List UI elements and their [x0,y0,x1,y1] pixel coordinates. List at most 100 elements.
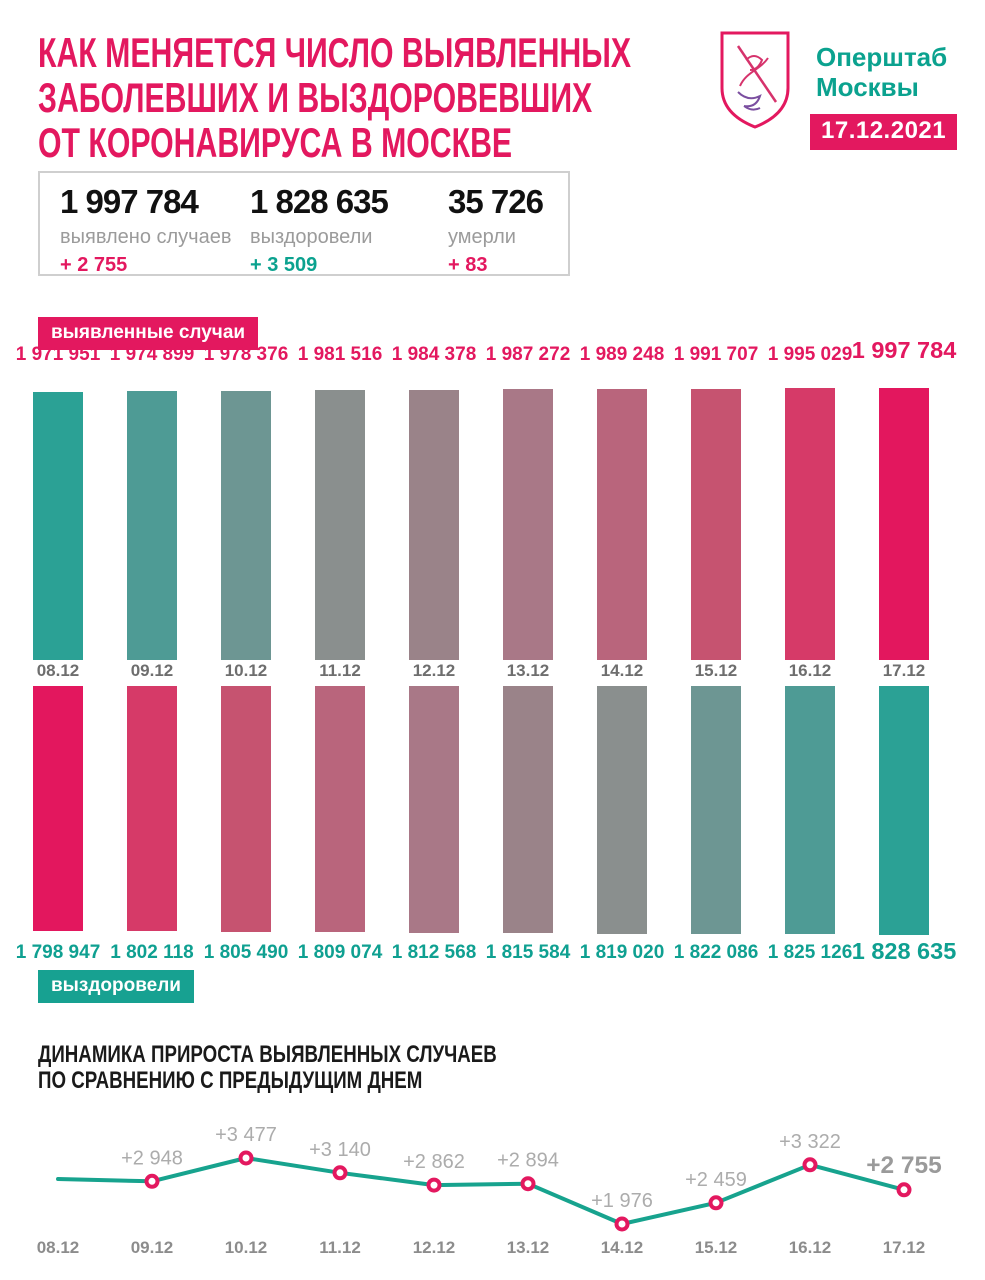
stat-recovered-value: 1 828 635 [250,183,389,220]
recovered-bar [597,686,647,934]
page-title: КАК МЕНЯЕТСЯ ЧИСЛО ВЫЯВЛЕННЫХ ЗАБОЛЕВШИХ… [38,30,631,165]
stat-deaths-delta: + 83 [448,254,488,276]
stat-recovered-label: выздоровели [250,226,373,248]
cases-legend-badge: выявленные случаи [38,317,259,350]
page-title-line2: ЗАБОЛЕВШИХ И ВЫЗДОРОВЕВШИХ [38,74,593,121]
cases-bar-value: 1 981 516 [297,344,383,365]
data-point-marker [802,1157,818,1173]
recovered-bar [315,686,365,932]
line-axis-date-label: 15.12 [694,1238,738,1257]
data-point-marker [896,1182,912,1198]
line-chart-title-line2: ПО СРАВНЕНИЮ С ПРЕДЫДУЩИМ ДНЕМ [38,1067,423,1094]
line-axis-date-label: 13.12 [506,1238,550,1257]
cases-bar [503,389,553,660]
cases-bar-value: 1 974 899 [109,344,195,365]
cases-bar-value: 1 984 378 [391,344,477,365]
date-label: 10.12 [224,661,268,680]
cases-bar-value: 1 995 029 [767,344,853,365]
data-point-marker [708,1195,724,1211]
data-point-label: +2 948 [121,1147,183,1169]
stat-recovered-delta: + 3 509 [250,254,318,276]
cases-bar [409,390,459,660]
date-label: 08.12 [36,661,80,680]
line-axis-date-label: 10.12 [224,1238,268,1257]
recovered-bar [127,686,177,931]
data-point-label: +3 477 [215,1124,277,1146]
recovered-bar [221,686,271,932]
data-point-marker [614,1216,630,1232]
daily-increase-line [56,1156,906,1226]
date-label: 17.12 [882,661,926,680]
page-title-line1: КАК МЕНЯЕТСЯ ЧИСЛО ВЫЯВЛЕННЫХ [38,29,632,76]
recovered-bar-value: 1 822 086 [673,942,759,963]
date-label: 09.12 [130,661,174,680]
cases-bar [33,392,83,660]
cases-bar-value: 1 991 707 [673,344,759,365]
recovered-bar-value: 1 825 126 [767,942,853,963]
date-label: 14.12 [600,661,644,680]
data-point-label: +1 976 [591,1190,653,1212]
org-name-line1: Оперштаб [816,42,948,72]
date-label: 16.12 [788,661,832,680]
cases-bar-value: 1 978 376 [203,344,289,365]
recovered-bar [503,686,553,933]
line-axis-date-label: 14.12 [600,1238,644,1257]
data-point-marker [426,1177,442,1193]
line-axis-date-label: 11.12 [319,1238,361,1257]
recovered-bar [33,686,83,931]
line-chart-title: ДИНАМИКА ПРИРОСТА ВЫЯВЛЕННЫХ СЛУЧАЕВ ПО … [38,1042,497,1094]
line-axis-date-label: 16.12 [788,1238,832,1257]
recovered-bar-value: 1 812 568 [391,942,477,963]
recovered-bar [879,686,929,935]
cases-bar [691,389,741,660]
cases-bar [315,390,365,660]
recovered-bar [785,686,835,934]
data-point-label: +3 140 [309,1139,371,1161]
org-name: Оперштаб Москвы [816,42,947,102]
cases-bar [221,391,271,660]
recovered-bar-value: 1 828 635 [851,938,957,964]
recovered-bar-value: 1 809 074 [297,942,383,963]
cases-bar-value: 1 987 272 [485,344,571,365]
data-point-label: +2 894 [497,1150,559,1172]
cases-bar [785,388,835,660]
recovered-bar-value: 1 802 118 [110,942,194,963]
stat-recovered: 1 828 635 выздоровели + 3 509 [250,183,389,277]
spear-line [736,45,778,103]
recovered-bar [409,686,459,933]
rider-lines [739,55,769,87]
recovered-legend-badge: выздоровели [38,970,194,1003]
data-point-label: +2 459 [685,1169,747,1191]
stat-cases-delta: + 2 755 [60,254,128,276]
stat-cases: 1 997 784 выявлено случаев + 2 755 [60,183,231,277]
recovered-bar-value: 1 805 490 [203,942,289,963]
data-point-label: +2 755 [866,1152,942,1179]
stat-deaths-value: 35 726 [448,183,544,220]
summary-stats-box: 1 997 784 выявлено случаев + 2 755 1 828… [38,171,570,276]
line-axis-date-label: 12.12 [412,1238,456,1257]
stat-deaths-label: умерли [448,226,516,248]
line-axis-date-label: 09.12 [130,1238,174,1257]
date-label: 12.12 [412,661,456,680]
cases-bar [597,389,647,660]
recovered-bar [691,686,741,934]
line-axis-date-label: 17.12 [882,1238,926,1257]
date-label: 13.12 [506,661,550,680]
stat-cases-label: выявлено случаев [60,226,232,248]
line-axis-date-label: 08.12 [36,1238,80,1257]
org-name-line2: Москвы [816,72,919,102]
page-title-line3: ОТ КОРОНАВИРУСА В МОСКВЕ [38,119,513,166]
data-point-label: +3 322 [779,1131,841,1153]
cases-bar [879,388,929,660]
recovered-bar-value: 1 798 947 [15,942,101,963]
date-label: 11.12 [319,661,361,680]
stat-cases-value: 1 997 784 [60,183,199,220]
moscow-coat-of-arms-icon [720,31,790,129]
recovered-bar-value: 1 815 584 [485,942,571,963]
data-point-marker [144,1173,160,1189]
cases-bar-value: 1 997 784 [851,337,957,363]
data-point-label: +2 862 [403,1151,465,1173]
cases-bar [127,391,177,660]
